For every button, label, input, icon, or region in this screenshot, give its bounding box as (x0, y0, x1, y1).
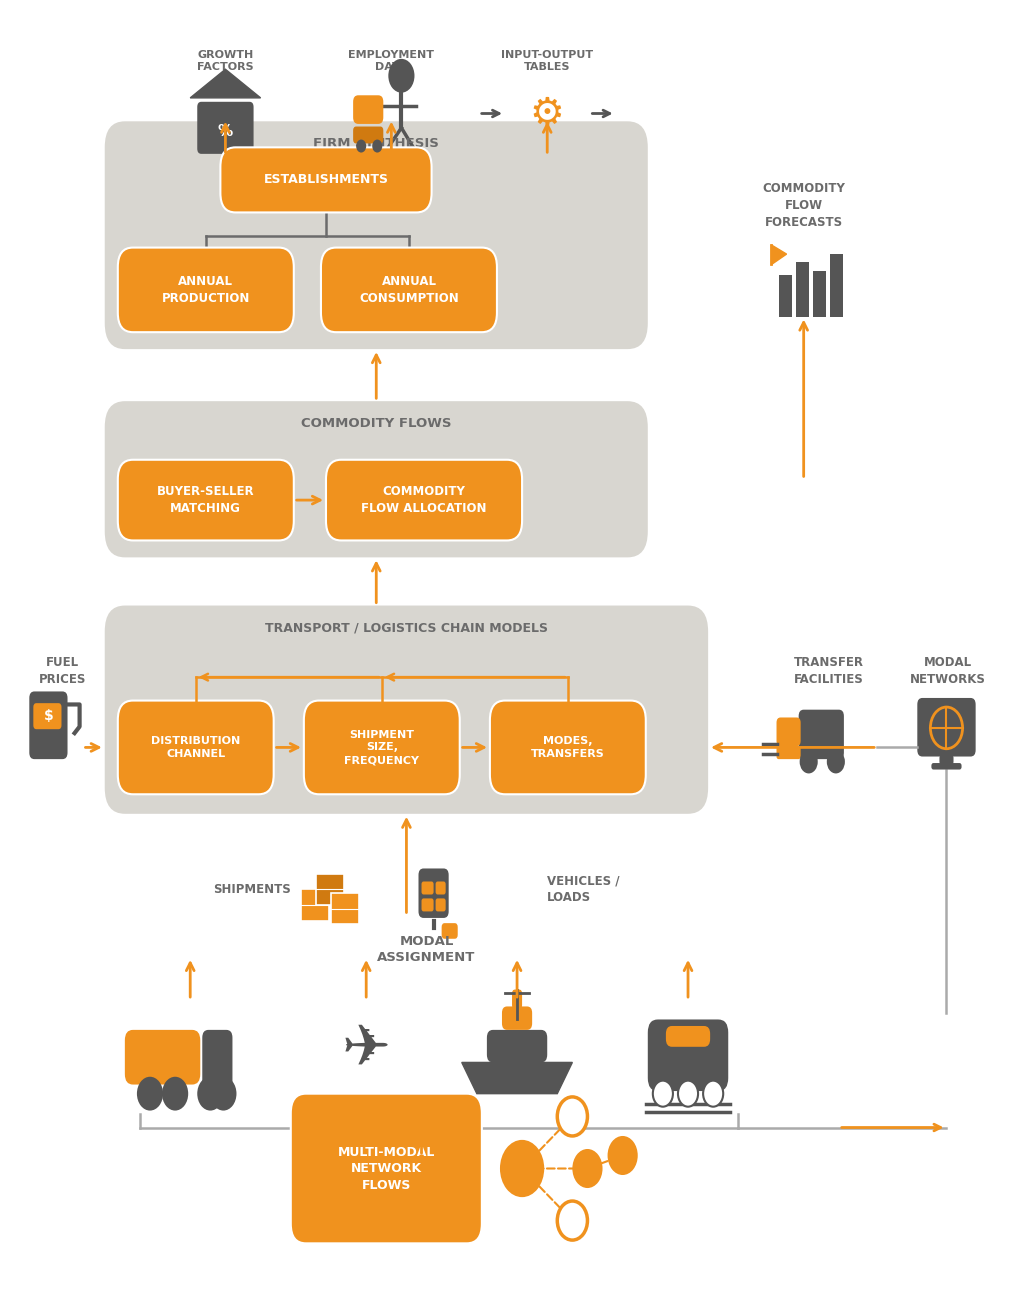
FancyBboxPatch shape (436, 899, 446, 912)
Polygon shape (461, 1062, 572, 1094)
Circle shape (388, 59, 415, 93)
FancyBboxPatch shape (666, 1026, 710, 1047)
Text: DISTRIBUTION
CHANNEL: DISTRIBUTION CHANNEL (151, 736, 240, 758)
Circle shape (653, 1081, 673, 1107)
Circle shape (572, 1149, 602, 1188)
FancyBboxPatch shape (198, 102, 254, 153)
FancyBboxPatch shape (422, 899, 434, 912)
FancyBboxPatch shape (777, 718, 801, 747)
Circle shape (558, 1096, 587, 1136)
FancyBboxPatch shape (799, 710, 844, 758)
Text: COMMODITY
FLOW ALLOCATION: COMMODITY FLOW ALLOCATION (361, 485, 487, 515)
FancyBboxPatch shape (118, 248, 294, 333)
Circle shape (356, 140, 366, 152)
FancyBboxPatch shape (436, 882, 446, 895)
Bar (813, 271, 825, 317)
Bar (331, 893, 359, 925)
FancyBboxPatch shape (29, 692, 68, 758)
FancyBboxPatch shape (33, 703, 62, 730)
Polygon shape (772, 245, 787, 265)
Bar (301, 889, 329, 921)
Circle shape (703, 1081, 723, 1107)
FancyBboxPatch shape (125, 1030, 201, 1085)
Text: SHIPMENT
SIZE,
FREQUENCY: SHIPMENT SIZE, FREQUENCY (345, 730, 420, 765)
Circle shape (372, 140, 382, 152)
FancyBboxPatch shape (291, 1094, 482, 1243)
Bar (779, 275, 792, 317)
FancyBboxPatch shape (512, 989, 522, 1009)
FancyBboxPatch shape (442, 924, 457, 939)
FancyBboxPatch shape (487, 1030, 548, 1062)
FancyBboxPatch shape (118, 701, 274, 794)
FancyBboxPatch shape (939, 756, 953, 764)
Text: $: $ (44, 709, 54, 723)
Text: BUYER-SELLER
MATCHING: BUYER-SELLER MATCHING (157, 485, 255, 515)
Bar (796, 262, 809, 317)
Circle shape (137, 1077, 163, 1111)
FancyBboxPatch shape (932, 762, 961, 769)
FancyBboxPatch shape (220, 147, 432, 212)
Text: INPUT-OUTPUT
TABLES: INPUT-OUTPUT TABLES (501, 50, 593, 72)
Text: COMMODITY FLOWS: COMMODITY FLOWS (301, 417, 451, 430)
Text: COMMODITY
FLOW
FORECASTS: COMMODITY FLOW FORECASTS (763, 182, 845, 229)
Circle shape (210, 1077, 236, 1111)
FancyBboxPatch shape (118, 460, 294, 541)
Bar (829, 254, 843, 317)
Circle shape (162, 1077, 189, 1111)
Text: MODAL
ASSIGNMENT: MODAL ASSIGNMENT (377, 935, 476, 964)
FancyBboxPatch shape (490, 701, 646, 794)
FancyBboxPatch shape (104, 122, 648, 348)
FancyBboxPatch shape (304, 701, 459, 794)
Polygon shape (191, 69, 261, 98)
Text: EMPLOYMENT
DATA: EMPLOYMENT DATA (349, 50, 434, 72)
Circle shape (607, 1136, 638, 1175)
Text: GROWTH
FACTORS: GROWTH FACTORS (197, 50, 254, 72)
Text: ANNUAL
PRODUCTION: ANNUAL PRODUCTION (161, 275, 250, 305)
Text: TRANSFER
FACILITIES: TRANSFER FACILITIES (794, 655, 864, 685)
FancyBboxPatch shape (918, 698, 975, 757)
Text: FUEL
PRICES: FUEL PRICES (39, 655, 86, 685)
FancyBboxPatch shape (422, 882, 434, 895)
FancyBboxPatch shape (777, 747, 801, 758)
Text: VEHICLES /
LOADS: VEHICLES / LOADS (548, 875, 620, 904)
Circle shape (826, 751, 845, 773)
Text: ESTABLISHMENTS: ESTABLISHMENTS (264, 173, 388, 186)
Text: ⚙: ⚙ (529, 94, 565, 132)
Circle shape (800, 751, 817, 773)
Text: %: % (218, 124, 233, 139)
Text: ANNUAL
CONSUMPTION: ANNUAL CONSUMPTION (359, 275, 458, 305)
FancyBboxPatch shape (353, 127, 383, 143)
Text: MODES,
TRANSFERS: MODES, TRANSFERS (531, 736, 604, 758)
Text: MODAL
NETWORKS: MODAL NETWORKS (910, 655, 986, 685)
FancyBboxPatch shape (419, 869, 448, 918)
FancyBboxPatch shape (502, 1006, 532, 1030)
Text: ✈: ✈ (342, 1020, 390, 1078)
FancyBboxPatch shape (321, 248, 497, 333)
Text: TRANSPORT / LOGISTICS CHAIN MODELS: TRANSPORT / LOGISTICS CHAIN MODELS (265, 621, 548, 634)
Circle shape (558, 1201, 587, 1241)
Circle shape (500, 1140, 545, 1197)
Circle shape (678, 1081, 698, 1107)
Text: MULTI-MODAL
NETWORK
FLOWS: MULTI-MODAL NETWORK FLOWS (338, 1145, 435, 1192)
FancyBboxPatch shape (104, 605, 708, 814)
Text: SHIPMENTS: SHIPMENTS (213, 883, 291, 896)
FancyBboxPatch shape (202, 1030, 232, 1091)
Circle shape (198, 1077, 223, 1111)
FancyBboxPatch shape (648, 1019, 728, 1091)
FancyBboxPatch shape (104, 401, 648, 557)
FancyBboxPatch shape (353, 96, 383, 124)
Bar (316, 874, 344, 905)
Text: FIRM SYNTHESIS: FIRM SYNTHESIS (313, 138, 439, 149)
FancyBboxPatch shape (325, 460, 522, 541)
